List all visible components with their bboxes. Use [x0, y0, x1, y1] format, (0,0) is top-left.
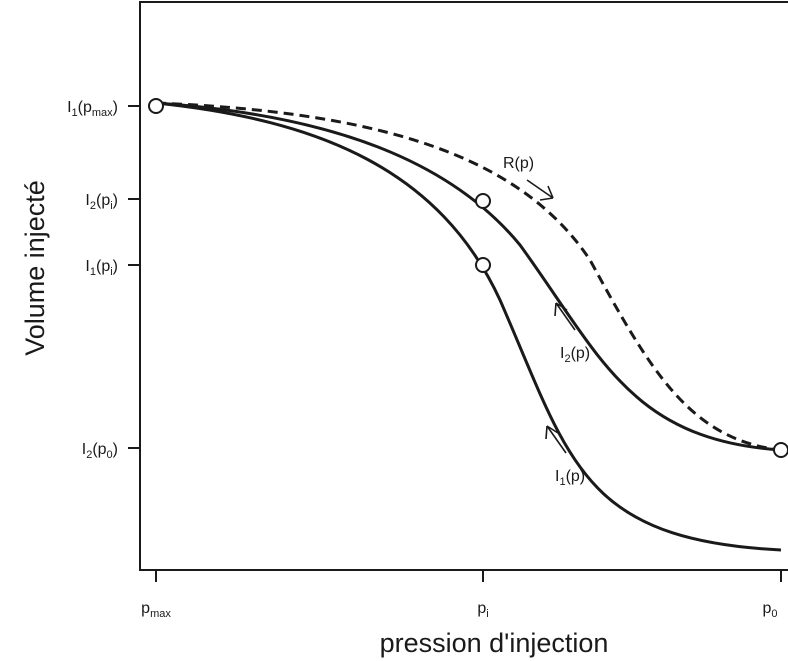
marker-i1-pi [475, 257, 491, 273]
y-tick-sub: i [110, 200, 112, 212]
x-tick-label-p0: p0 [762, 600, 777, 620]
y-tick-sub: 2 [86, 449, 92, 461]
curve-label-i1-rest: (p) [566, 468, 586, 485]
y-tick-sub: 1 [90, 266, 96, 278]
x-axis-title: pression d'injection [380, 628, 609, 658]
curve-i2 [155, 101, 782, 452]
curve-r [155, 101, 782, 452]
y-tick-paren: ) [113, 441, 118, 458]
y-tick-paren: (p [92, 441, 106, 458]
arrow-i1 [545, 425, 567, 454]
curve-label-i2-rest: (p) [571, 345, 591, 362]
marker-i2-p0 [773, 442, 788, 458]
y-tick-label-i2-pi: I2(pi) [85, 192, 118, 212]
x-tick-label-pmax: pmax [141, 600, 171, 620]
y-tick-main: I [85, 192, 89, 209]
y-tick-main: I [82, 441, 86, 458]
curve-label-i2-sub: 2 [564, 353, 570, 365]
y-tick-sub: 1 [72, 107, 78, 119]
curve-label-i1: I1(p) [555, 468, 585, 488]
x-tick-main: p [477, 600, 486, 617]
y-tick-paren: (p [96, 258, 110, 275]
curve-label-i1-main: I [555, 468, 559, 485]
curve-label-i2-main: I [560, 345, 564, 362]
y-tick-sub: 0 [107, 449, 113, 461]
y-tick-paren: ) [113, 258, 118, 275]
x-tick-label-pi: pi [477, 600, 488, 620]
arrow-r [526, 179, 554, 201]
y-tick-sub: max [92, 107, 113, 119]
y-tick-paren: ) [113, 192, 118, 209]
y-tick-label-i1-pmax: I1(pmax) [67, 99, 118, 119]
curve-label-i2: I2(p) [560, 345, 590, 365]
y-tick-paren: (p [78, 99, 92, 116]
y-axis-title: Volume injecté [20, 180, 50, 356]
curve-label-r-text: R(p) [503, 155, 534, 172]
y-tick-sub: i [110, 266, 112, 278]
curve-label-i1-sub: 1 [559, 476, 565, 488]
plot-frame [139, 1, 788, 571]
y-tick-sub: 2 [90, 200, 96, 212]
curve-i1 [155, 101, 782, 552]
x-tick-main: p [141, 600, 150, 617]
x-tick-sub: max [150, 608, 171, 620]
arrow-i2 [554, 302, 576, 331]
x-tick-sub: 0 [771, 608, 777, 620]
x-tick-main: p [762, 600, 771, 617]
y-tick-label-i1-pi: I1(pi) [85, 258, 118, 278]
y-tick-main: I [85, 258, 89, 275]
y-tick-paren: (p [96, 192, 110, 209]
marker-i1-pmax [148, 98, 164, 114]
y-tick-label-i2-p0: I2(p0) [82, 441, 118, 461]
y-tick-paren: ) [113, 99, 118, 116]
x-tick-sub: i [486, 608, 488, 620]
y-tick-main: I [67, 99, 71, 116]
curve-label-r: R(p) [503, 155, 534, 172]
marker-i2-pi [475, 193, 491, 209]
